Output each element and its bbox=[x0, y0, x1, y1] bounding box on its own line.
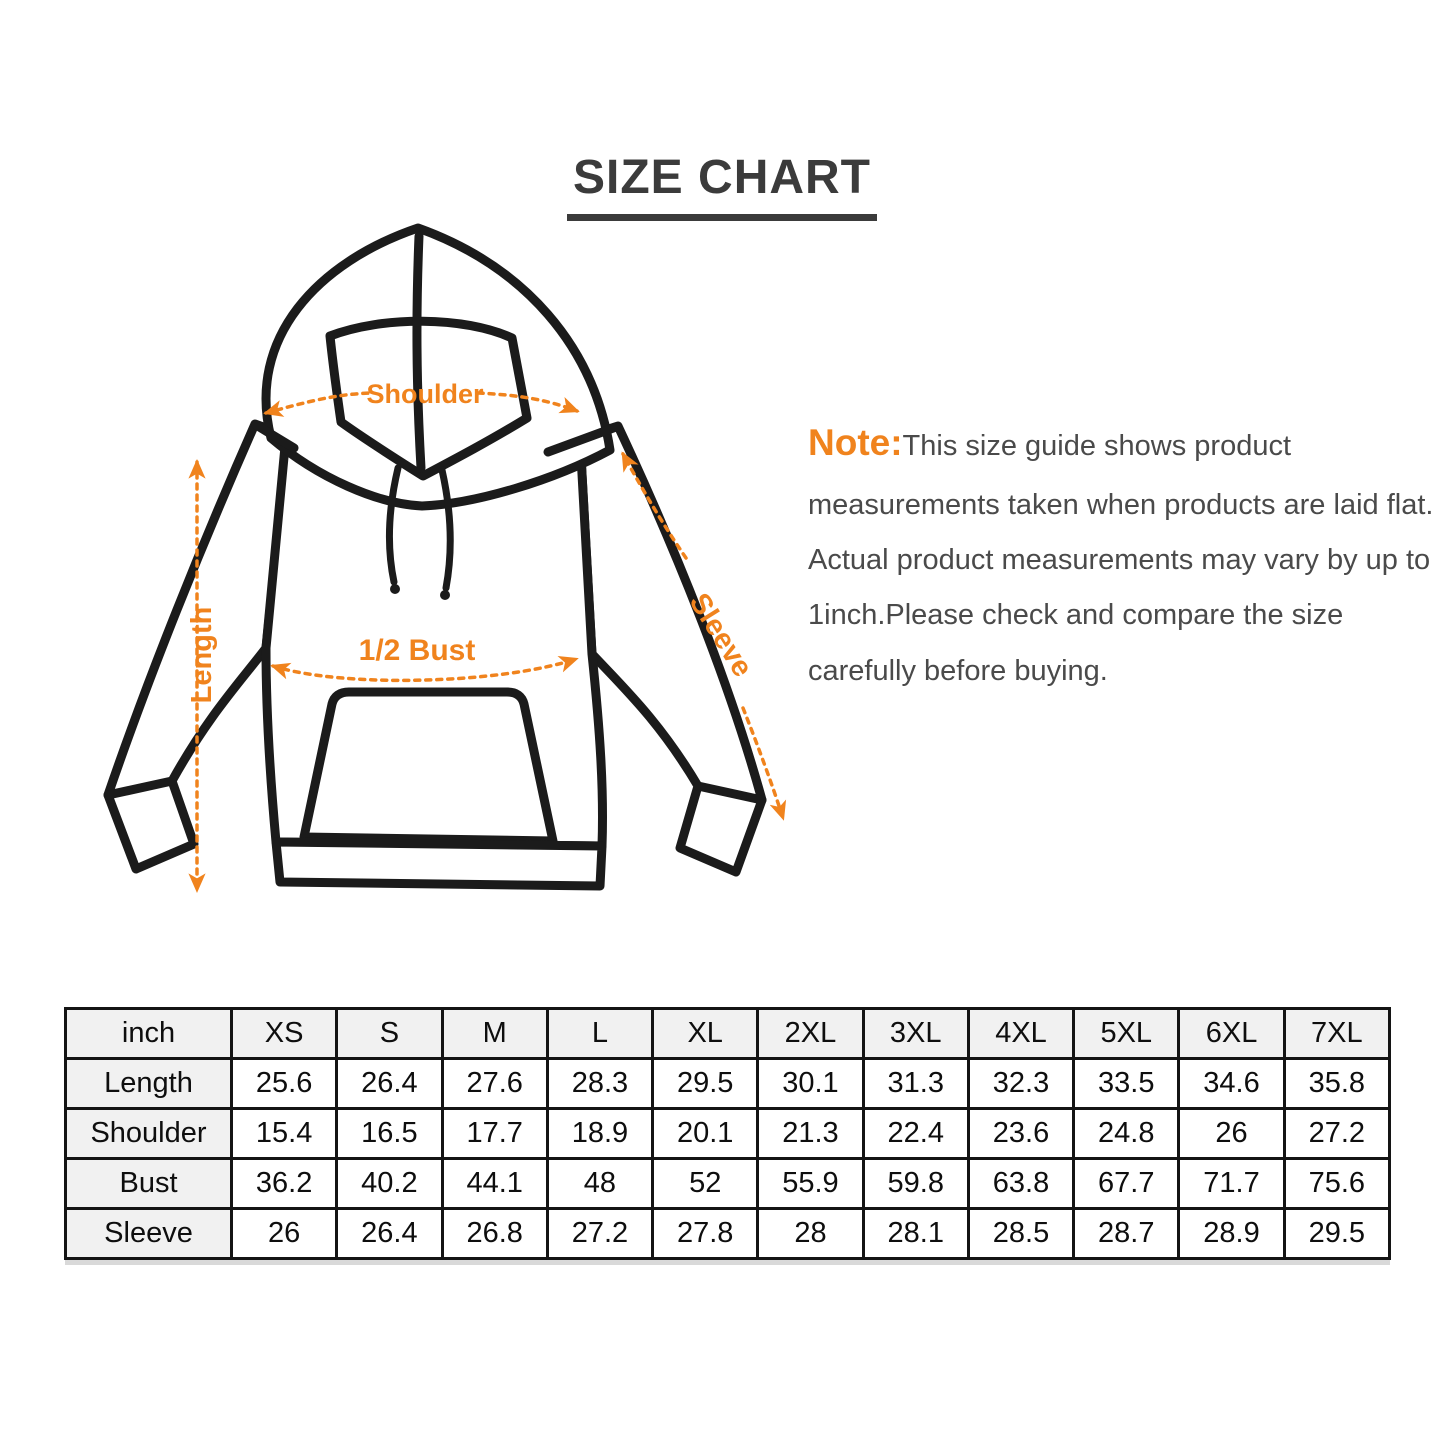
page-title: SIZE CHART bbox=[567, 150, 877, 221]
size-value-cell: 44.1 bbox=[440, 1157, 549, 1210]
table-row: Bust 36.2 40.2 44.1 48 52 55.9 59.8 63.8 67.7 71.7… bbox=[64, 1157, 1392, 1210]
size-value-cell: 24.8 bbox=[1072, 1107, 1181, 1160]
size-value-cell: 26 bbox=[229, 1207, 339, 1260]
size-value-cell: 27.6 bbox=[440, 1057, 549, 1110]
row-label-cell: Shoulder bbox=[64, 1107, 233, 1160]
size-value-cell: 52 bbox=[651, 1157, 760, 1210]
size-header-cell: 2XL bbox=[756, 1007, 865, 1060]
size-header-cell: XL bbox=[651, 1007, 760, 1060]
size-value-cell: 23.6 bbox=[966, 1107, 1076, 1160]
shoulder-arrow-left bbox=[263, 391, 374, 417]
size-value-cell: 36.2 bbox=[229, 1157, 339, 1210]
size-value-cell: 55.9 bbox=[756, 1157, 865, 1210]
length-measure-label: Length bbox=[186, 607, 218, 704]
size-value-cell: 26.4 bbox=[335, 1207, 444, 1260]
hoodie-right-cuff-seam bbox=[693, 781, 767, 805]
hoodie-pocket bbox=[299, 687, 558, 846]
size-header-cell: XS bbox=[229, 1007, 339, 1060]
size-value-cell: 32.3 bbox=[966, 1057, 1076, 1110]
size-value-cell: 26.4 bbox=[335, 1057, 444, 1110]
size-header-cell: 3XL bbox=[861, 1007, 970, 1060]
hoodie-hood-inner bbox=[325, 316, 532, 481]
size-table: inch XS S M L XL 2XL 3XL 4XL 5XL 6XL 7XL Length 25.… bbox=[64, 1007, 1392, 1260]
size-value-cell: 28.7 bbox=[1072, 1207, 1181, 1260]
bust-arrow bbox=[270, 656, 579, 683]
hoodie-left-shoulder-seam bbox=[251, 420, 299, 453]
size-value-cell: 30.1 bbox=[756, 1057, 865, 1110]
size-value-cell: 67.7 bbox=[1072, 1157, 1181, 1210]
size-value-cell: 17.7 bbox=[440, 1107, 549, 1160]
size-value-cell: 15.4 bbox=[229, 1107, 339, 1160]
size-value-cell: 40.2 bbox=[335, 1157, 444, 1210]
hoodie-hood-seam bbox=[412, 231, 426, 473]
size-value-cell: 48 bbox=[545, 1157, 655, 1210]
shoulder-measure-label: Shoulder bbox=[366, 379, 483, 409]
size-value-cell: 59.8 bbox=[861, 1157, 970, 1210]
sleeve-arrow-upper bbox=[621, 451, 688, 560]
size-header-row: inch XS S M L XL 2XL 3XL 4XL 5XL 6XL 7XL bbox=[64, 1007, 1392, 1060]
shoulder-arrow-right bbox=[476, 391, 580, 414]
size-value-cell: 35.8 bbox=[1282, 1057, 1392, 1110]
size-value-cell: 16.5 bbox=[335, 1107, 444, 1160]
size-header-cell: L bbox=[545, 1007, 655, 1060]
size-header-cell: S bbox=[335, 1007, 444, 1060]
size-table-wrap: inch XS S M L XL 2XL 3XL 4XL 5XL 6XL 7XL Length 25.… bbox=[64, 1007, 1392, 1260]
hoodie-right-drawstring bbox=[438, 466, 454, 592]
bust-measure-label: 1/2 Bust bbox=[359, 634, 476, 667]
size-value-cell: 26.8 bbox=[440, 1207, 549, 1260]
unit-header-cell: inch bbox=[64, 1007, 233, 1060]
row-label-cell: Bust bbox=[64, 1157, 233, 1210]
size-value-cell: 29.5 bbox=[651, 1057, 760, 1110]
size-value-cell: 28.5 bbox=[966, 1207, 1076, 1260]
size-value-cell: 31.3 bbox=[861, 1057, 970, 1110]
hoodie-left-drawstring bbox=[385, 464, 402, 586]
size-header-cell: 4XL bbox=[966, 1007, 1076, 1060]
size-header-cell: 5XL bbox=[1072, 1007, 1181, 1060]
size-value-cell: 33.5 bbox=[1072, 1057, 1181, 1110]
size-value-cell: 75.6 bbox=[1282, 1157, 1392, 1210]
hoodie-right-drawstring-tip bbox=[440, 590, 450, 600]
table-row: Sleeve 26 26.4 26.8 27.2 27.8 28 28.1 28.5 28.7 28… bbox=[64, 1207, 1392, 1260]
note-paragraph: Note:This size guide shows product measu… bbox=[808, 408, 1444, 699]
size-value-cell: 71.7 bbox=[1177, 1157, 1286, 1210]
sleeve-arrow-lower bbox=[741, 706, 787, 821]
size-value-cell: 20.1 bbox=[651, 1107, 760, 1160]
size-value-cell: 27.8 bbox=[651, 1207, 760, 1260]
hoodie-measurement-diagram: Shoulder Length 1/2 Bust Sleeve bbox=[103, 223, 787, 893]
size-value-cell: 27.2 bbox=[1282, 1107, 1392, 1160]
row-label-cell: Sleeve bbox=[64, 1207, 233, 1260]
size-value-cell: 28.9 bbox=[1177, 1207, 1286, 1260]
size-header-cell: M bbox=[440, 1007, 549, 1060]
size-header-cell: 6XL bbox=[1177, 1007, 1286, 1060]
size-value-cell: 63.8 bbox=[966, 1157, 1076, 1210]
hoodie-right-shoulder-seam bbox=[543, 422, 621, 457]
table-row: Length 25.6 26.4 27.6 28.3 29.5 30.1 31.3 32.3 33… bbox=[64, 1057, 1392, 1110]
note-text: This size guide shows product measuremen… bbox=[808, 430, 1434, 687]
size-value-cell: 28 bbox=[756, 1207, 865, 1260]
size-value-cell: 27.2 bbox=[545, 1207, 655, 1260]
size-table-body: Length 25.6 26.4 27.6 28.3 29.5 30.1 31.3 32.3 33… bbox=[64, 1057, 1392, 1260]
size-value-cell: 21.3 bbox=[756, 1107, 865, 1160]
size-header-cell: 7XL bbox=[1282, 1007, 1392, 1060]
hoodie-left-cuff-seam bbox=[103, 776, 177, 800]
row-label-cell: Length bbox=[64, 1057, 233, 1110]
size-value-cell: 28.1 bbox=[861, 1207, 970, 1260]
size-value-cell: 26 bbox=[1177, 1107, 1286, 1160]
size-value-cell: 22.4 bbox=[861, 1107, 970, 1160]
size-value-cell: 29.5 bbox=[1282, 1207, 1392, 1260]
table-row: Shoulder 15.4 16.5 17.7 18.9 20.1 21.3 22.4 23.6… bbox=[64, 1107, 1392, 1160]
size-value-cell: 28.3 bbox=[545, 1057, 655, 1110]
size-value-cell: 25.6 bbox=[229, 1057, 339, 1110]
hoodie-left-drawstring-tip bbox=[390, 584, 400, 594]
note-label: Note: bbox=[808, 422, 903, 463]
size-value-cell: 34.6 bbox=[1177, 1057, 1286, 1110]
hoodie-hem bbox=[271, 837, 607, 891]
size-value-cell: 18.9 bbox=[545, 1107, 655, 1160]
